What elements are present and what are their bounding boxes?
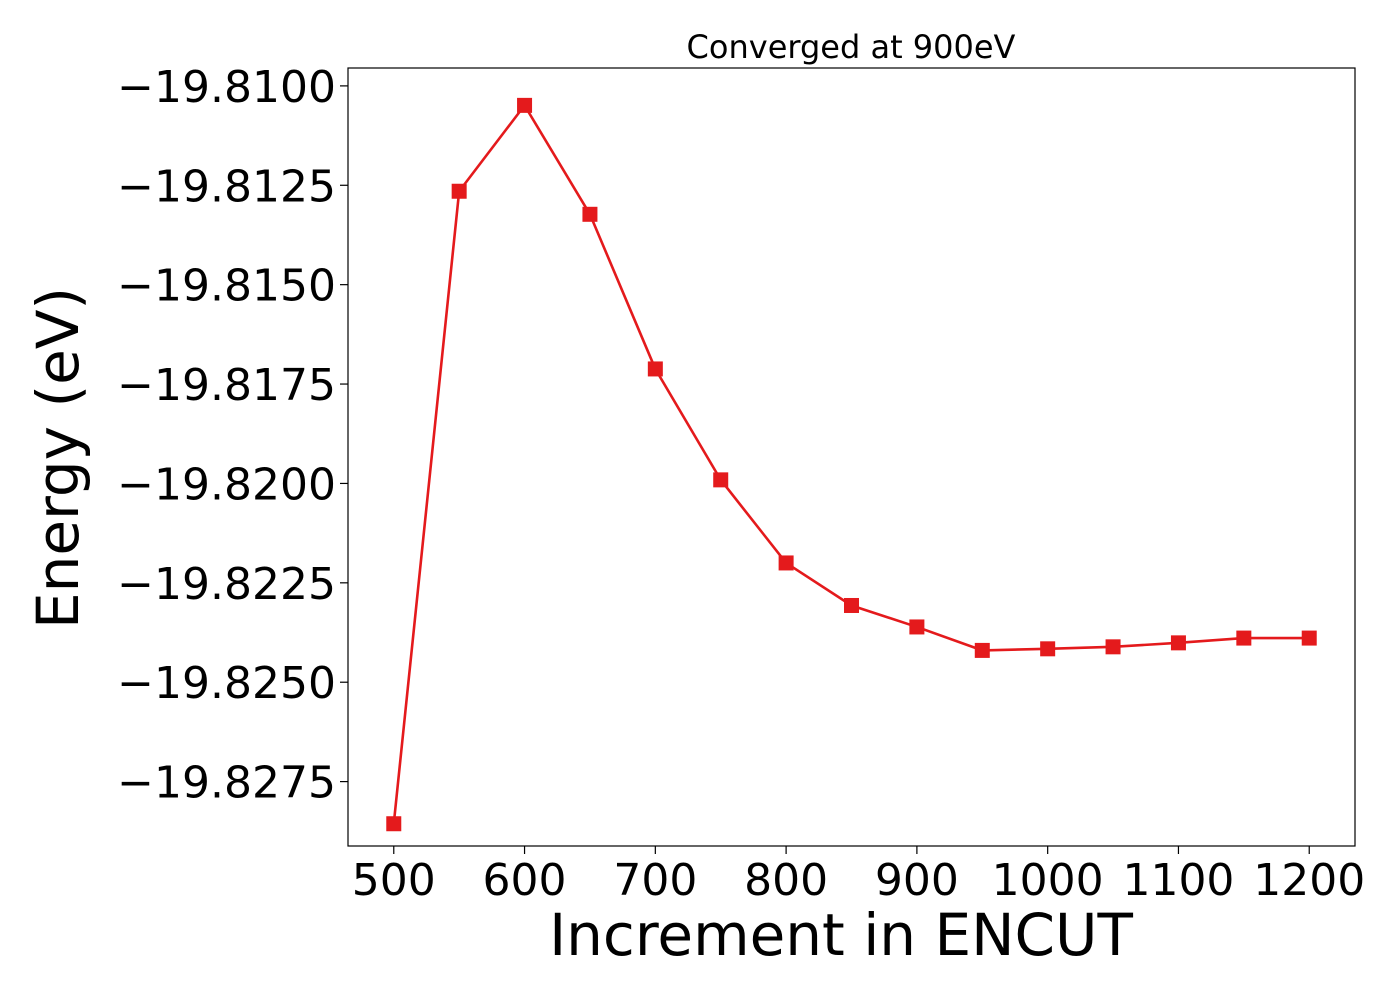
data-point-marker — [1040, 641, 1056, 657]
y-tick-label: −19.8125 — [117, 161, 336, 212]
data-point-marker — [517, 97, 533, 113]
series-layer — [386, 97, 1317, 832]
data-point-marker — [974, 642, 990, 658]
plot-frame — [347, 67, 1356, 847]
data-point-marker — [451, 183, 467, 199]
y-tick-label: −19.8225 — [117, 559, 336, 610]
y-tick-label: −19.8250 — [117, 658, 336, 709]
x-tick-label: 500 — [352, 855, 436, 906]
data-point-marker — [1105, 639, 1121, 655]
x-tick-label: 700 — [613, 855, 697, 906]
axes-layer — [340, 67, 1356, 854]
data-point-marker — [1301, 630, 1317, 646]
x-tick-label: 600 — [483, 855, 567, 906]
data-point-marker — [909, 619, 925, 635]
y-tick-label: −19.8150 — [117, 261, 336, 312]
data-point-marker — [778, 555, 794, 571]
data-point-marker — [647, 361, 663, 377]
data-point-marker — [386, 816, 402, 832]
x-tick-label: 1200 — [1253, 855, 1365, 906]
x-axis-label: Increment in ENCUT — [549, 901, 1133, 969]
data-point-marker — [582, 206, 598, 222]
x-tick-label: 1000 — [992, 855, 1104, 906]
x-tick-label: 900 — [875, 855, 959, 906]
text-layer: Converged at 900eV Increment in ENCUT En… — [24, 28, 1365, 969]
x-tick-label: 1100 — [1122, 855, 1234, 906]
y-tick-label: −19.8275 — [117, 758, 336, 809]
y-axis-label: Energy (eV) — [24, 287, 92, 629]
data-point-marker — [844, 597, 859, 613]
data-point-marker — [1170, 635, 1186, 651]
data-point-marker — [1236, 630, 1252, 646]
x-tick-label: 800 — [744, 855, 828, 906]
y-tick-label: −19.8200 — [117, 459, 336, 510]
y-tick-label: −19.8175 — [117, 360, 336, 411]
data-point-marker — [713, 472, 729, 488]
series-line — [392, 104, 1310, 824]
y-tick-label: −19.8100 — [117, 62, 336, 113]
chart-title: Converged at 900eV — [687, 28, 1016, 66]
